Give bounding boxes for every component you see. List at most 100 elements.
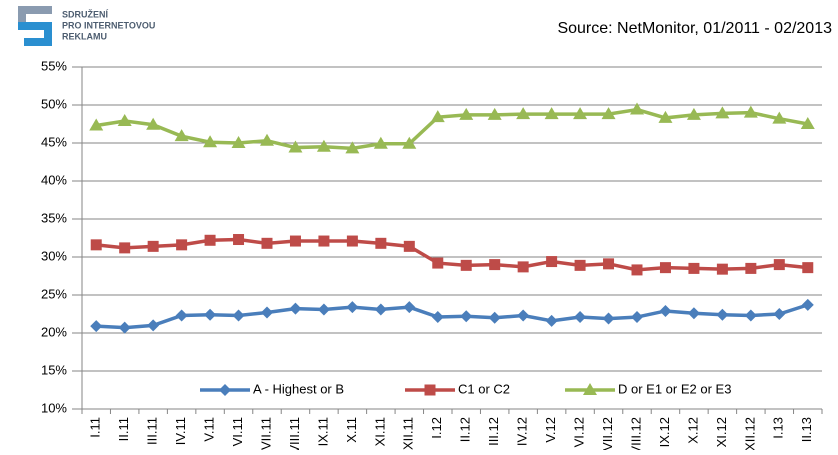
- x-tick-label: II.12: [458, 417, 473, 442]
- legend-box: [195, 380, 755, 400]
- marker: [147, 319, 160, 332]
- x-tick-label: VIII.11: [287, 417, 302, 450]
- marker: [743, 105, 758, 118]
- marker: [119, 242, 131, 254]
- y-tick-label: 45%: [41, 134, 67, 149]
- x-tick-label: IV.12: [515, 417, 530, 446]
- x-tick-label: V.11: [202, 417, 217, 442]
- x-tick-label: VII.11: [258, 417, 273, 450]
- marker: [716, 263, 728, 275]
- marker: [289, 302, 302, 315]
- marker: [630, 102, 644, 115]
- marker: [147, 240, 159, 252]
- marker: [176, 239, 188, 251]
- marker: [403, 240, 415, 252]
- marker: [460, 259, 472, 271]
- x-tick-label: I.11: [88, 417, 103, 438]
- marker: [232, 309, 245, 322]
- logo-text: REKLAMU: [62, 31, 107, 41]
- marker: [346, 235, 358, 247]
- marker: [175, 309, 188, 322]
- marker: [800, 117, 815, 129]
- y-tick-label: 35%: [41, 210, 67, 225]
- marker: [233, 234, 245, 246]
- marker: [345, 141, 360, 154]
- marker: [89, 118, 104, 131]
- marker: [373, 136, 388, 149]
- marker: [316, 139, 331, 152]
- x-tick-label: III.12: [486, 417, 501, 446]
- marker: [219, 384, 231, 396]
- marker: [260, 133, 274, 146]
- marker: [659, 262, 671, 274]
- marker: [574, 259, 586, 271]
- legend: A - Highest or B C1 or C2 D or E1 or E2 or…: [195, 380, 755, 400]
- marker: [403, 301, 416, 314]
- x-tick-label: II.13: [799, 417, 814, 442]
- x-tick-label: XI.11: [372, 417, 387, 446]
- marker: [424, 384, 436, 396]
- x-tick-label: I.12: [429, 417, 444, 439]
- marker: [375, 237, 387, 249]
- marker: [432, 257, 444, 269]
- x-tick-label: XII.11: [401, 417, 416, 450]
- marker: [90, 320, 103, 333]
- marker: [546, 256, 558, 268]
- y-tick-label: 40%: [41, 172, 67, 187]
- marker: [431, 311, 444, 324]
- marker: [715, 106, 730, 119]
- marker: [118, 321, 131, 334]
- marker: [261, 306, 273, 319]
- marker: [687, 307, 700, 320]
- marker: [745, 262, 757, 274]
- x-tick-label: VII.12: [600, 417, 615, 450]
- marker: [204, 234, 216, 246]
- marker: [772, 111, 787, 124]
- marker: [460, 310, 473, 323]
- marker: [90, 239, 102, 251]
- logo-text: SDRUŽENÍ: [62, 8, 109, 19]
- marker: [517, 309, 530, 322]
- logo-shape: [18, 6, 26, 30]
- marker: [602, 312, 615, 325]
- x-tick-label: XI.12: [714, 417, 729, 447]
- y-tick-label: 50%: [41, 96, 67, 111]
- marker: [716, 308, 729, 321]
- marker: [631, 264, 643, 276]
- x-tick-label: X.12: [685, 417, 700, 444]
- x-tick-label: II.11: [116, 417, 131, 441]
- marker: [686, 107, 701, 120]
- marker: [545, 314, 558, 327]
- marker: [430, 110, 445, 123]
- marker: [601, 107, 616, 120]
- x-tick-label: VI.11: [230, 417, 245, 446]
- marker: [517, 261, 529, 273]
- series-line: [96, 237, 808, 272]
- source: Source: NetMonitor, 01/2011 - 02/2013: [557, 20, 832, 37]
- marker: [773, 259, 785, 271]
- x-tick-label: XII.12: [742, 417, 757, 450]
- marker: [318, 235, 330, 247]
- marker: [374, 303, 387, 316]
- marker: [489, 259, 501, 271]
- marker: [802, 262, 814, 274]
- marker: [174, 129, 189, 142]
- marker: [658, 110, 673, 123]
- y-tick-label: 25%: [41, 286, 67, 301]
- marker: [516, 107, 531, 120]
- marker: [402, 136, 417, 149]
- x-tick-label: X.11: [344, 417, 359, 443]
- x-tick-label: I.13: [771, 417, 786, 439]
- y-tick-label: 20%: [41, 324, 67, 339]
- logo: SDRUŽENÍ PRO INTERNETOVOU REKLAMU: [18, 6, 155, 46]
- marker: [117, 113, 132, 126]
- marker: [801, 298, 814, 311]
- x-tick-label: IX.11: [315, 417, 330, 446]
- marker: [488, 311, 501, 324]
- marker: [289, 235, 301, 247]
- series-line: [95, 107, 809, 151]
- legend-label: A - Highest or B: [253, 381, 344, 396]
- x-tick-label: IV.11: [173, 417, 188, 445]
